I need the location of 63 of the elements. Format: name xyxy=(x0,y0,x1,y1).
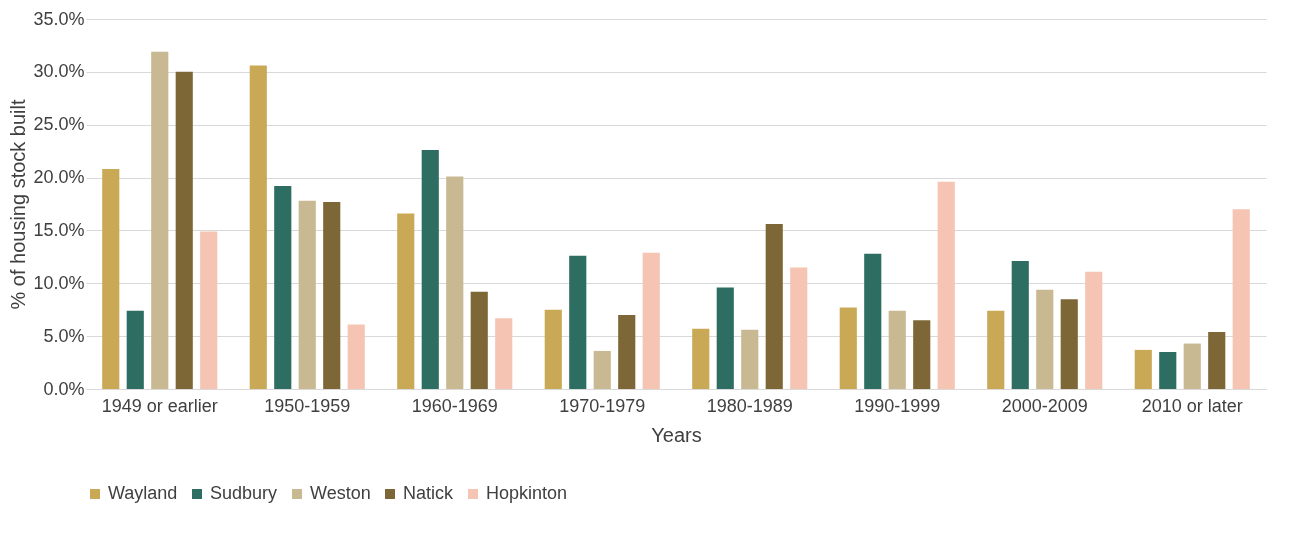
legend-label: Hopkinton xyxy=(486,483,568,503)
y-tick-label: 35.0% xyxy=(33,8,85,29)
x-tick-label: 1960-1969 xyxy=(411,395,498,416)
bar xyxy=(102,169,120,389)
legend-label: Sudbury xyxy=(210,483,278,503)
bar xyxy=(642,252,660,389)
x-tick-label: 1980-1989 xyxy=(706,395,793,416)
bar xyxy=(888,310,906,389)
x-tick-label: 1950-1959 xyxy=(264,395,351,416)
bar xyxy=(347,324,365,389)
bar xyxy=(323,201,341,389)
y-tick-label: 0.0% xyxy=(43,378,85,399)
bar xyxy=(716,287,734,389)
y-tick-label: 15.0% xyxy=(33,219,85,240)
bar xyxy=(1060,299,1078,389)
bar xyxy=(618,315,636,389)
bar xyxy=(569,255,587,389)
x-tick-label: 2000-2009 xyxy=(1001,395,1088,416)
bar xyxy=(692,328,710,389)
bar xyxy=(200,231,218,389)
bar xyxy=(937,181,955,389)
x-tick-label: 1990-1999 xyxy=(854,395,941,416)
x-tick-label: 1970-1979 xyxy=(559,395,646,416)
bar xyxy=(298,200,316,389)
bar xyxy=(1159,352,1177,389)
legend-label: Weston xyxy=(310,483,371,503)
bar xyxy=(1183,343,1201,389)
bar xyxy=(741,329,759,389)
y-axis-title: % of housing stock built xyxy=(7,99,30,310)
y-tick-label: 10.0% xyxy=(33,272,85,293)
legend-label: Wayland xyxy=(108,483,178,503)
bar xyxy=(446,176,464,389)
bar xyxy=(151,51,169,389)
bar xyxy=(1011,261,1029,389)
y-tick-label: 25.0% xyxy=(33,114,85,135)
bar xyxy=(495,318,513,389)
bar xyxy=(790,267,808,389)
bar xyxy=(913,320,931,389)
bar xyxy=(839,307,857,389)
bar xyxy=(249,65,267,389)
bar xyxy=(544,309,562,389)
bar xyxy=(765,224,783,389)
bar xyxy=(126,310,144,389)
y-tick-label: 30.0% xyxy=(33,61,85,82)
x-tick-label: 1949 or earlier xyxy=(101,395,218,416)
x-axis-title: Years xyxy=(651,423,702,446)
bar xyxy=(987,310,1005,389)
bar xyxy=(593,350,611,389)
bar xyxy=(1085,271,1103,389)
bar xyxy=(864,253,882,389)
bar xyxy=(421,150,439,389)
bar xyxy=(397,213,415,389)
bar xyxy=(1036,289,1054,389)
x-tick-label: 2010 or later xyxy=(1141,395,1243,416)
bar xyxy=(470,291,488,389)
bar xyxy=(1134,349,1152,389)
bar xyxy=(175,71,193,389)
y-tick-label: 20.0% xyxy=(33,167,85,188)
y-tick-label: 5.0% xyxy=(43,325,85,346)
bar xyxy=(274,186,292,389)
bar xyxy=(1232,209,1250,389)
legend-label: Natick xyxy=(403,483,455,503)
bar xyxy=(1208,331,1226,389)
